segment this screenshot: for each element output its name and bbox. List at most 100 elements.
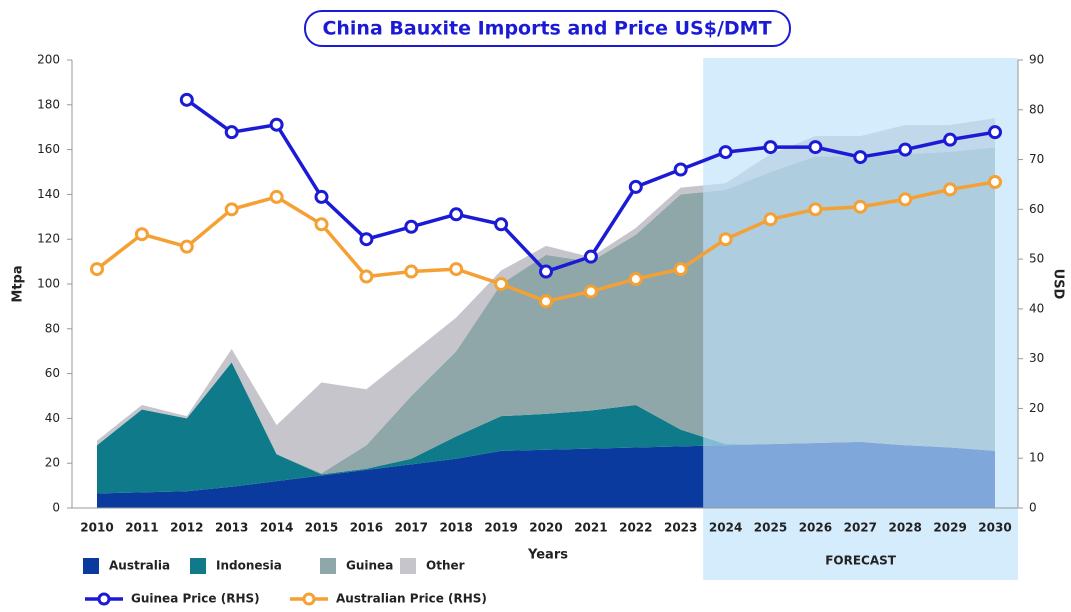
y-tick-label: 200 [37, 53, 60, 67]
y-tick-label: 180 [37, 97, 60, 111]
marker [718, 145, 733, 160]
chart-title: China Bauxite Imports and Price US$/DMT [322, 18, 771, 40]
marker [628, 272, 643, 287]
y2-tick-label: 0 [1029, 501, 1037, 515]
marker [583, 284, 598, 299]
marker [763, 140, 778, 155]
x-tick-label: 2023 [664, 521, 697, 535]
x-tick-label: 2025 [754, 521, 787, 535]
marker [628, 179, 643, 194]
y2-tick-label: 70 [1029, 152, 1044, 166]
x-tick-label: 2022 [619, 521, 652, 535]
marker [314, 217, 329, 232]
marker [898, 192, 913, 207]
y-tick-label: 140 [37, 187, 60, 201]
marker [853, 199, 868, 214]
x-tick-label: 2013 [215, 521, 248, 535]
legend-label: Australia [109, 559, 170, 573]
legend-swatch [190, 558, 206, 574]
x-axis-label: Years [527, 548, 568, 563]
marker [853, 150, 868, 165]
area [97, 118, 995, 474]
legend-marker [97, 592, 111, 606]
legend-label: Guinea [346, 559, 393, 573]
y-axis-label: Mtpa [11, 265, 26, 302]
x-tick-label: 2016 [350, 521, 383, 535]
marker [90, 262, 104, 277]
x-tick-label: 2012 [170, 521, 203, 535]
legend-marker [302, 592, 316, 606]
marker [269, 117, 284, 132]
marker [449, 207, 464, 222]
x-tick-label: 2020 [529, 521, 562, 535]
legend-label: Australian Price (RHS) [336, 592, 487, 606]
y2-axis-label: USD [1051, 269, 1066, 300]
marker [179, 92, 194, 107]
y-tick-label: 60 [45, 366, 60, 380]
marker [494, 217, 509, 232]
y2-tick-label: 30 [1029, 351, 1044, 365]
x-tick-label: 2030 [978, 521, 1011, 535]
marker [539, 264, 553, 279]
y2-tick-label: 40 [1029, 301, 1044, 315]
x-tick-label: 2028 [888, 521, 921, 535]
marker [359, 232, 374, 247]
y-tick-label: 160 [37, 142, 60, 156]
marker [179, 239, 194, 254]
x-tick-label: 2014 [260, 521, 293, 535]
marker [134, 227, 149, 242]
y2-tick-label: 20 [1029, 401, 1044, 415]
forecast-label: FORECAST [825, 554, 897, 568]
marker [673, 162, 688, 177]
marker [943, 132, 958, 147]
marker [539, 294, 553, 309]
marker [988, 125, 1002, 140]
marker [449, 262, 464, 277]
marker [808, 202, 823, 217]
legend-swatch [83, 558, 99, 574]
marker [898, 142, 913, 157]
x-tick-label: 2026 [799, 521, 832, 535]
y-tick-label: 40 [45, 411, 60, 425]
area [97, 362, 995, 494]
x-tick-label: 2024 [709, 521, 742, 535]
marker [808, 140, 823, 155]
x-tick-label: 2021 [574, 521, 607, 535]
marker [673, 262, 688, 277]
marker [718, 232, 733, 247]
marker [943, 182, 958, 197]
y2-tick-label: 10 [1029, 451, 1044, 465]
marker [763, 212, 778, 227]
title-box [304, 10, 791, 47]
legend-swatch [320, 558, 336, 574]
legend-swatch [400, 558, 416, 574]
x-tick-label: 2019 [484, 521, 517, 535]
y-tick-label: 0 [52, 501, 60, 515]
y-tick-label: 80 [45, 321, 60, 335]
marker [404, 264, 419, 279]
marker [404, 219, 419, 234]
marker [494, 277, 509, 291]
y-tick-label: 100 [37, 277, 60, 291]
marker [224, 202, 239, 217]
marker [359, 269, 374, 284]
x-tick-label: 2011 [125, 521, 158, 535]
x-tick-label: 2018 [439, 521, 472, 535]
y2-tick-label: 50 [1029, 252, 1044, 266]
marker [583, 249, 598, 264]
y2-tick-label: 80 [1029, 102, 1044, 116]
x-tick-label: 2027 [844, 521, 877, 535]
y2-tick-label: 90 [1029, 53, 1044, 67]
marker [988, 174, 1002, 189]
legend-label: Other [426, 559, 465, 573]
forecast-region [703, 58, 1018, 580]
y-tick-label: 20 [45, 456, 60, 470]
y2-tick-label: 60 [1029, 202, 1044, 216]
legend-label: Guinea Price (RHS) [131, 592, 260, 606]
marker [269, 189, 284, 204]
x-tick-label: 2017 [395, 521, 428, 535]
legend-label: Indonesia [216, 559, 282, 573]
marker [314, 189, 329, 204]
x-tick-label: 2029 [933, 521, 966, 535]
